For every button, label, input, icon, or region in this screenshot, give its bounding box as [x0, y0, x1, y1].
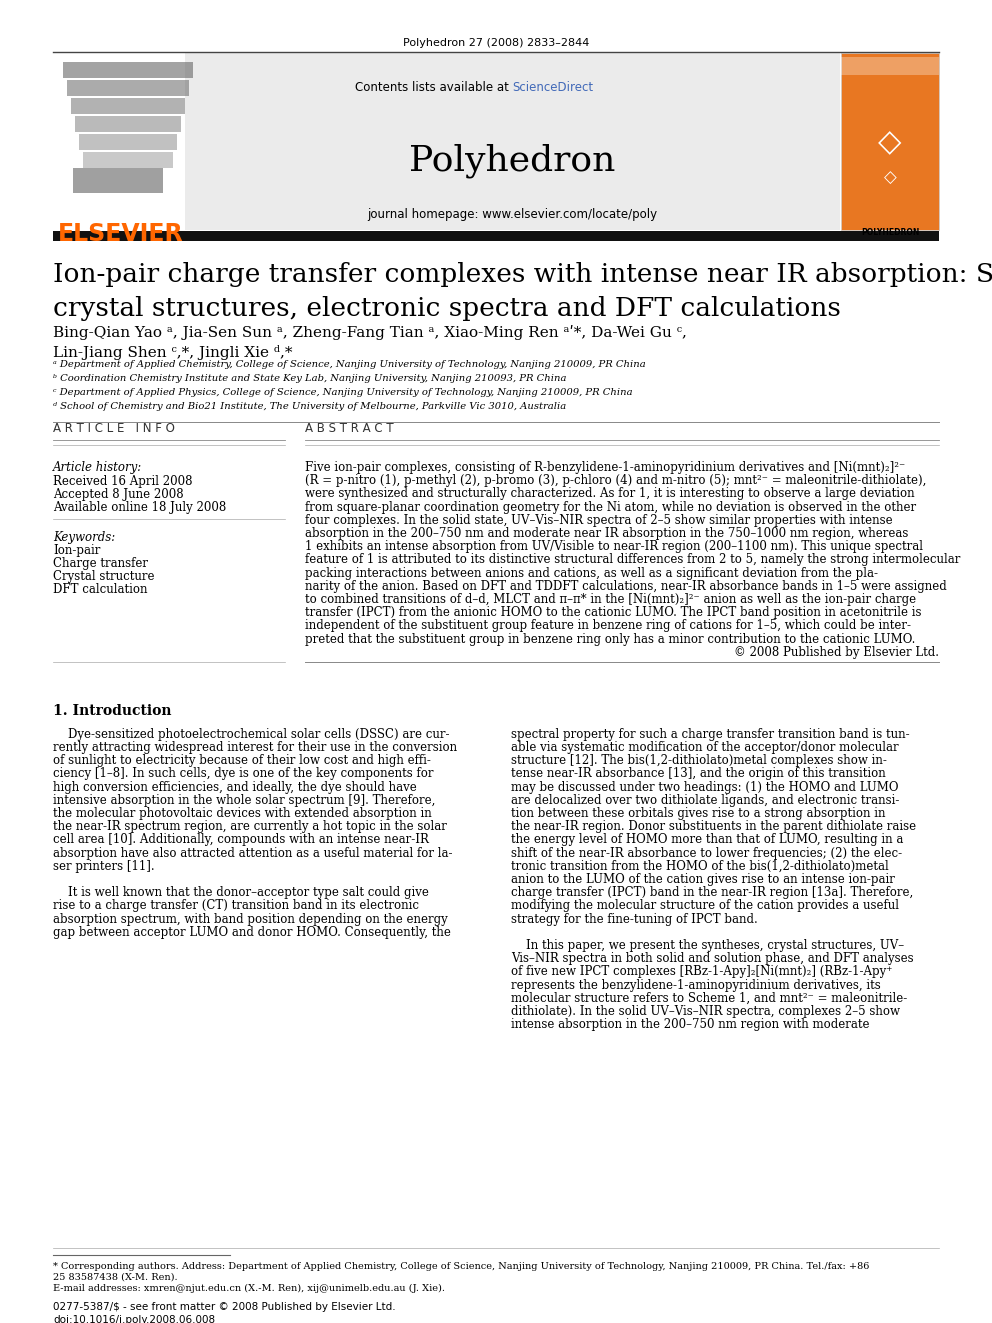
Text: 1 exhibits an intense absorption from UV/Visible to near-IR region (200–1100 nm): 1 exhibits an intense absorption from UV… [305, 540, 923, 553]
Text: absorption have also attracted attention as a useful material for la-: absorption have also attracted attention… [53, 847, 452, 860]
Text: Polyhedron 27 (2008) 2833–2844: Polyhedron 27 (2008) 2833–2844 [403, 38, 589, 48]
Text: Bing-Qian Yao ᵃ, Jia-Sen Sun ᵃ, Zheng-Fang Tian ᵃ, Xiao-Ming Ren ᵃʹ*, Da-Wei Gu : Bing-Qian Yao ᵃ, Jia-Sen Sun ᵃ, Zheng-Fa… [53, 325, 686, 340]
Text: ser printers [11].: ser printers [11]. [53, 860, 155, 873]
Text: Lin-Jiang Shen ᶜ,*, Jingli Xie ᵈ,*: Lin-Jiang Shen ᶜ,*, Jingli Xie ᵈ,* [53, 345, 293, 360]
Text: Available online 18 July 2008: Available online 18 July 2008 [53, 501, 226, 515]
Text: Ion-pair: Ion-pair [53, 544, 100, 557]
Text: spectral property for such a charge transfer transition band is tun-: spectral property for such a charge tran… [511, 728, 910, 741]
Text: independent of the substituent group feature in benzene ring of cations for 1–5,: independent of the substituent group fea… [305, 619, 911, 632]
Text: Article history:: Article history: [53, 460, 142, 474]
Text: ciency [1–8]. In such cells, dye is one of the key components for: ciency [1–8]. In such cells, dye is one … [53, 767, 434, 781]
Text: to combined transitions of d–d, MLCT and π–π* in the [Ni(mnt)₂]²⁻ anion as well : to combined transitions of d–d, MLCT and… [305, 593, 917, 606]
Text: able via systematic modification of the acceptor/donor molecular: able via systematic modification of the … [511, 741, 899, 754]
Text: doi:10.1016/j.poly.2008.06.008: doi:10.1016/j.poly.2008.06.008 [53, 1315, 215, 1323]
Text: ELSEVIER: ELSEVIER [58, 222, 184, 246]
Text: represents the benzylidene-1-aminopyridinium derivatives, its: represents the benzylidene-1-aminopyridi… [511, 979, 881, 992]
Text: © 2008 Published by Elsevier Ltd.: © 2008 Published by Elsevier Ltd. [734, 646, 939, 659]
Text: A R T I C L E   I N F O: A R T I C L E I N F O [53, 422, 175, 435]
Text: strategy for the fine-tuning of IPCT band.: strategy for the fine-tuning of IPCT ban… [511, 913, 758, 926]
Text: gap between acceptor LUMO and donor HOMO. Consequently, the: gap between acceptor LUMO and donor HOMO… [53, 926, 451, 939]
Text: from square-planar coordination geometry for the Ni atom, while no deviation is : from square-planar coordination geometry… [305, 500, 917, 513]
Text: Ion-pair charge transfer complexes with intense near IR absorption: Syntheses,: Ion-pair charge transfer complexes with … [53, 262, 992, 287]
Text: ◇: ◇ [884, 169, 897, 187]
Text: absorption in the 200–750 nm and moderate near IR absorption in the 750–1000 nm : absorption in the 200–750 nm and moderat… [305, 527, 909, 540]
Text: 0277-5387/$ - see front matter © 2008 Published by Elsevier Ltd.: 0277-5387/$ - see front matter © 2008 Pu… [53, 1302, 396, 1312]
Text: may be discussed under two headings: (1) the HOMO and LUMO: may be discussed under two headings: (1)… [511, 781, 899, 794]
Bar [841, 57, 939, 75]
Text: Accepted 8 June 2008: Accepted 8 June 2008 [53, 488, 184, 501]
Text: the near-IR region. Donor substituents in the parent dithiolate raise: the near-IR region. Donor substituents i… [511, 820, 917, 833]
Text: cell area [10]. Additionally, compounds with an intense near-IR: cell area [10]. Additionally, compounds … [53, 833, 429, 847]
Text: tronic transition from the HOMO of the bis(1,2-dithiolato)metal: tronic transition from the HOMO of the b… [511, 860, 889, 873]
Text: E-mail addresses: xmren@njut.edu.cn (X.-M. Ren), xij@unimelb.edu.au (J. Xie).: E-mail addresses: xmren@njut.edu.cn (X.-… [53, 1285, 445, 1293]
Text: charge transfer (IPCT) band in the near-IR region [13a]. Therefore,: charge transfer (IPCT) band in the near-… [511, 886, 914, 900]
Text: packing interactions between anions and cations, as well as a significant deviat: packing interactions between anions and … [305, 566, 878, 579]
Text: Contents lists available at: Contents lists available at [355, 81, 513, 94]
Text: the near-IR spectrum region, are currently a hot topic in the solar: the near-IR spectrum region, are current… [53, 820, 446, 833]
Text: ◇: ◇ [878, 128, 902, 157]
Bar [75, 116, 181, 132]
Bar [79, 134, 177, 149]
Text: feature of 1 is attributed to its distinctive structural differences from 2 to 5: feature of 1 is attributed to its distin… [305, 553, 960, 566]
Text: tense near-IR absorbance [13], and the origin of this transition: tense near-IR absorbance [13], and the o… [511, 767, 886, 781]
Text: tion between these orbitals gives rise to a strong absorption in: tion between these orbitals gives rise t… [511, 807, 886, 820]
Text: 25 83587438 (X-M. Ren).: 25 83587438 (X-M. Ren). [53, 1273, 178, 1282]
Bar [63, 62, 193, 78]
Text: It is well known that the donor–acceptor type salt could give: It is well known that the donor–acceptor… [53, 886, 429, 900]
Text: intensive absorption in the whole solar spectrum [9]. Therefore,: intensive absorption in the whole solar … [53, 794, 435, 807]
Text: of sunlight to electricity because of their low cost and high effi-: of sunlight to electricity because of th… [53, 754, 431, 767]
Text: narity of the anion. Based on DFT and TDDFT calculations, near-IR absorbance ban: narity of the anion. Based on DFT and TD… [305, 579, 946, 593]
Text: ScienceDirect: ScienceDirect [513, 81, 593, 94]
Text: In this paper, we present the syntheses, crystal structures, UV–: In this paper, we present the syntheses,… [511, 939, 904, 953]
Text: shift of the near-IR absorbance to lower frequencies; (2) the elec-: shift of the near-IR absorbance to lower… [511, 847, 902, 860]
Text: crystal structures, electronic spectra and DFT calculations: crystal structures, electronic spectra a… [53, 296, 841, 321]
Text: were synthesized and structurally characterized. As for 1, it is interesting to : were synthesized and structurally charac… [305, 487, 915, 500]
Bar [841, 53, 939, 230]
Text: rently attracting widespread interest for their use in the conversion: rently attracting widespread interest fo… [53, 741, 457, 754]
Text: ᵇ Coordination Chemistry Institute and State Key Lab, Nanjing University, Nanjin: ᵇ Coordination Chemistry Institute and S… [53, 374, 566, 382]
Text: molecular structure refers to Scheme 1, and mnt²⁻ = maleonitrile-: molecular structure refers to Scheme 1, … [511, 992, 908, 1004]
Text: four complexes. In the solid state, UV–Vis–NIR spectra of 2–5 show similar prope: four complexes. In the solid state, UV–V… [305, 513, 893, 527]
Bar [73, 168, 163, 193]
Text: Crystal structure: Crystal structure [53, 570, 155, 583]
Bar [53, 232, 939, 241]
Text: A B S T R A C T: A B S T R A C T [305, 422, 394, 435]
Text: ᶜ Department of Applied Physics, College of Science, Nanjing University of Techn: ᶜ Department of Applied Physics, College… [53, 388, 633, 397]
Text: dithiolate). In the solid UV–Vis–NIR spectra, complexes 2–5 show: dithiolate). In the solid UV–Vis–NIR spe… [511, 1005, 900, 1017]
Text: of five new IPCT complexes [RBz-1-Apy]₂[Ni(mnt)₂] (RBz-1-Apy⁺: of five new IPCT complexes [RBz-1-Apy]₂[… [511, 966, 893, 979]
Text: (R = p-nitro (1), p-methyl (2), p-bromo (3), p-chloro (4) and m-nitro (5); mnt²⁻: (R = p-nitro (1), p-methyl (2), p-bromo … [305, 474, 927, 487]
Bar [185, 53, 840, 230]
Text: Charge transfer: Charge transfer [53, 557, 148, 570]
Text: are delocalized over two dithiolate ligands, and electronic transi-: are delocalized over two dithiolate liga… [511, 794, 900, 807]
Text: Keywords:: Keywords: [53, 531, 115, 544]
Text: intense absorption in the 200–750 nm region with moderate: intense absorption in the 200–750 nm reg… [511, 1019, 870, 1031]
Text: anion to the LUMO of the cation gives rise to an intense ion-pair: anion to the LUMO of the cation gives ri… [511, 873, 895, 886]
Text: the energy level of HOMO more than that of LUMO, resulting in a: the energy level of HOMO more than that … [511, 833, 904, 847]
Bar [83, 152, 173, 168]
Text: 1. Introduction: 1. Introduction [53, 704, 172, 718]
Text: Dye-sensitized photoelectrochemical solar cells (DSSC) are cur-: Dye-sensitized photoelectrochemical sola… [53, 728, 449, 741]
Text: Polyhedron: Polyhedron [410, 143, 616, 177]
Text: DFT calculation: DFT calculation [53, 583, 148, 595]
Text: ᵈ School of Chemistry and Bio21 Institute, The University of Melbourne, Parkvill: ᵈ School of Chemistry and Bio21 Institut… [53, 402, 566, 411]
Text: Five ion-pair complexes, consisting of R-benzylidene-1-aminopyridinium derivativ: Five ion-pair complexes, consisting of R… [305, 460, 906, 474]
Text: rise to a charge transfer (CT) transition band in its electronic: rise to a charge transfer (CT) transitio… [53, 900, 419, 913]
Text: POLYHEDRON: POLYHEDRON [861, 228, 920, 237]
Bar [71, 98, 185, 114]
Text: modifying the molecular structure of the cation provides a useful: modifying the molecular structure of the… [511, 900, 899, 913]
Text: Received 16 April 2008: Received 16 April 2008 [53, 475, 192, 488]
Text: preted that the substituent group in benzene ring only has a minor contribution : preted that the substituent group in ben… [305, 632, 916, 646]
Text: ᵃ Department of Applied Chemistry, College of Science, Nanjing University of Tec: ᵃ Department of Applied Chemistry, Colle… [53, 360, 646, 369]
Text: journal homepage: www.elsevier.com/locate/poly: journal homepage: www.elsevier.com/locat… [367, 208, 658, 221]
Text: structure [12]. The bis(1,2-dithiolato)metal complexes show in-: structure [12]. The bis(1,2-dithiolato)m… [511, 754, 887, 767]
Text: Vis–NIR spectra in both solid and solution phase, and DFT analyses: Vis–NIR spectra in both solid and soluti… [511, 953, 914, 966]
Bar [67, 79, 189, 97]
Text: transfer (IPCT) from the anionic HOMO to the cationic LUMO. The IPCT band positi: transfer (IPCT) from the anionic HOMO to… [305, 606, 922, 619]
Text: the molecular photovoltaic devices with extended absorption in: the molecular photovoltaic devices with … [53, 807, 432, 820]
Text: high conversion efficiencies, and ideally, the dye should have: high conversion efficiencies, and ideall… [53, 781, 417, 794]
Text: absorption spectrum, with band position depending on the energy: absorption spectrum, with band position … [53, 913, 447, 926]
Text: * Corresponding authors. Address: Department of Applied Chemistry, College of Sc: * Corresponding authors. Address: Depart… [53, 1262, 869, 1271]
